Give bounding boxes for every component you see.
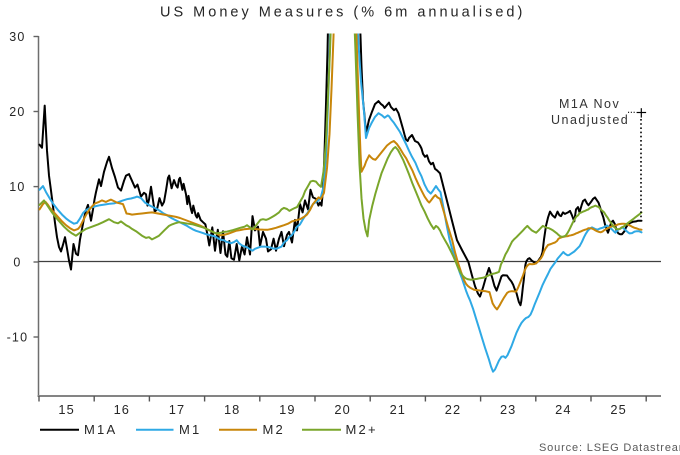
svg-text:M2+: M2+: [346, 422, 378, 437]
svg-text:22: 22: [445, 402, 461, 417]
svg-text:0: 0: [13, 256, 21, 270]
svg-text:10: 10: [9, 180, 25, 194]
svg-text:20: 20: [9, 105, 25, 119]
svg-text:30: 30: [9, 30, 25, 44]
svg-text:M1A: M1A: [84, 422, 117, 437]
svg-text:19: 19: [279, 402, 295, 417]
svg-text:M1A Nov: M1A Nov: [559, 97, 620, 111]
svg-text:M1: M1: [179, 422, 201, 437]
svg-text:16: 16: [114, 402, 130, 417]
svg-text:21: 21: [390, 402, 406, 417]
svg-text:-10: -10: [7, 331, 29, 345]
svg-text:15: 15: [58, 402, 74, 417]
svg-text:24: 24: [555, 402, 571, 417]
svg-text:25: 25: [610, 402, 626, 417]
svg-text:M2: M2: [263, 422, 285, 437]
svg-text:US Money Measures (% 6m annual: US Money Measures (% 6m annualised): [160, 5, 525, 21]
svg-text:18: 18: [224, 402, 240, 417]
svg-text:17: 17: [169, 402, 185, 417]
svg-text:20: 20: [334, 402, 350, 417]
svg-text:23: 23: [500, 402, 516, 417]
svg-text:Source: LSEG Datastream: Source: LSEG Datastream: [539, 442, 680, 454]
svg-text:Unadjusted: Unadjusted: [551, 113, 629, 127]
